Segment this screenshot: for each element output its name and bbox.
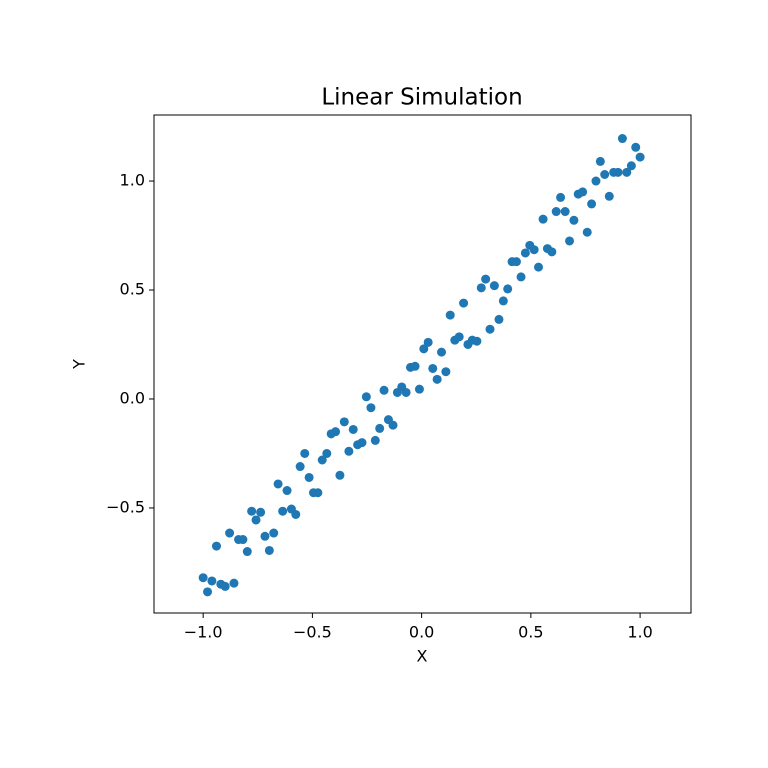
point [256, 507, 266, 517]
point [569, 215, 579, 225]
point [260, 531, 270, 541]
point [348, 424, 358, 434]
point [339, 417, 349, 427]
point [600, 169, 610, 179]
point [489, 281, 499, 291]
point [388, 420, 398, 430]
point [238, 535, 248, 545]
point [494, 314, 504, 324]
point [560, 207, 570, 217]
point [247, 506, 257, 516]
plot-frame [153, 114, 692, 614]
point [551, 207, 561, 217]
point [207, 576, 217, 586]
point [529, 245, 539, 255]
point [520, 248, 530, 258]
point [291, 509, 301, 519]
point [622, 167, 632, 177]
point [604, 191, 614, 201]
point [410, 361, 420, 371]
point [401, 387, 411, 397]
x-tick-label: 0.0 [409, 623, 434, 642]
point [503, 284, 513, 294]
point [242, 547, 252, 557]
point [220, 581, 230, 591]
point [344, 446, 354, 456]
y-tick-label: 1.0 [120, 171, 145, 190]
point [278, 506, 288, 516]
y-tick-label: 0.0 [120, 388, 145, 407]
point [626, 161, 636, 171]
y-axis-label: Y [70, 359, 89, 370]
point [437, 347, 447, 357]
point [472, 336, 482, 346]
point [587, 199, 597, 209]
point [481, 274, 491, 284]
chart-title: Linear Simulation [321, 85, 522, 111]
point [304, 472, 314, 482]
point [476, 283, 486, 293]
point [251, 515, 261, 525]
point [366, 403, 376, 413]
point [534, 262, 544, 272]
point [269, 528, 279, 538]
point [459, 298, 469, 308]
point [198, 573, 208, 583]
point [331, 427, 341, 437]
point [211, 541, 221, 551]
point [635, 152, 645, 162]
point [361, 392, 371, 402]
point [264, 545, 274, 555]
point [485, 324, 495, 334]
point [379, 385, 389, 395]
point [498, 296, 508, 306]
point [335, 470, 345, 480]
point [414, 384, 424, 394]
point [511, 257, 521, 267]
point [322, 448, 332, 458]
x-tick-label: −1.0 [184, 623, 223, 642]
point [613, 167, 623, 177]
point [375, 423, 385, 433]
point [273, 479, 283, 489]
point [578, 187, 588, 197]
point [582, 227, 592, 237]
point [556, 192, 566, 202]
y-tick-label: 0.5 [120, 280, 145, 299]
point [300, 448, 310, 458]
point [617, 134, 627, 144]
x-tick-label: −0.5 [293, 623, 332, 642]
point [357, 438, 367, 448]
point [445, 310, 455, 320]
point [441, 367, 451, 377]
point [591, 176, 601, 186]
point [631, 142, 641, 152]
point [317, 455, 327, 465]
y-tick-label: −0.5 [106, 497, 145, 516]
point [428, 363, 438, 373]
point [419, 344, 429, 354]
x-axis-label: X [417, 647, 428, 666]
point [295, 462, 305, 472]
point [454, 332, 464, 342]
x-tick-label: 1.0 [627, 623, 652, 642]
point [203, 587, 213, 597]
point [225, 528, 235, 538]
point [370, 435, 380, 445]
point [432, 374, 442, 384]
point [229, 578, 239, 588]
x-tick-label: 0.5 [518, 623, 543, 642]
point [313, 488, 323, 498]
point [565, 236, 575, 246]
point [516, 272, 526, 282]
point [595, 156, 605, 166]
point [538, 214, 548, 224]
point [423, 337, 433, 347]
point [282, 486, 292, 496]
point [547, 247, 557, 257]
